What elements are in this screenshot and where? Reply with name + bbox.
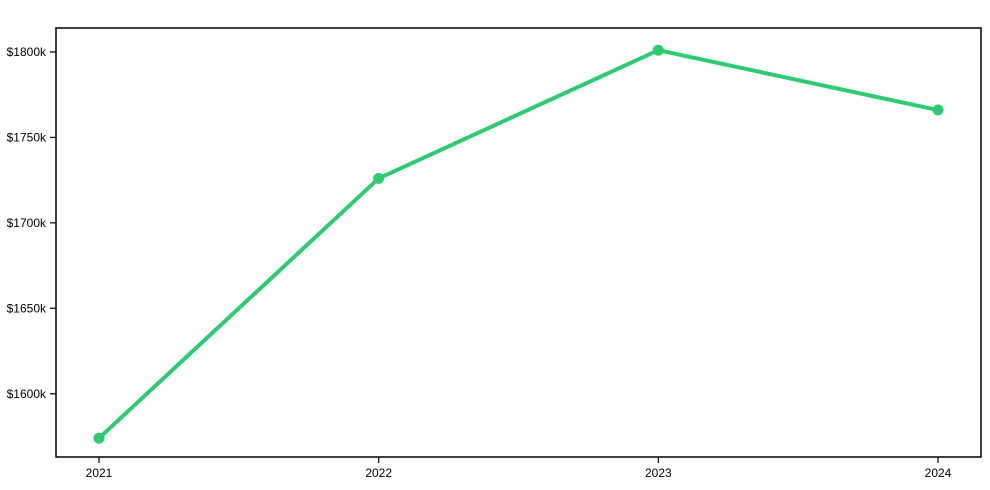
y-axis-tick-label: $1800k: [7, 45, 47, 59]
y-axis-tick-label: $1600k: [7, 387, 47, 401]
y-axis-tick-label: $1700k: [7, 216, 47, 230]
data-point: [932, 104, 944, 116]
plot-frame: [55, 27, 982, 458]
y-axis-tick-label: $1750k: [7, 130, 47, 144]
data-point: [93, 432, 105, 444]
x-axis-tick-label: 2022: [365, 466, 392, 480]
data-point: [373, 172, 385, 184]
data-point: [652, 44, 664, 56]
x-axis-tick-label: 2023: [645, 466, 672, 480]
trend-line: [97, 48, 940, 441]
y-axis-tick-label: $1650k: [7, 301, 47, 315]
x-axis-tick-label: 2024: [925, 466, 952, 480]
x-axis-tick-label: 2021: [86, 466, 113, 480]
